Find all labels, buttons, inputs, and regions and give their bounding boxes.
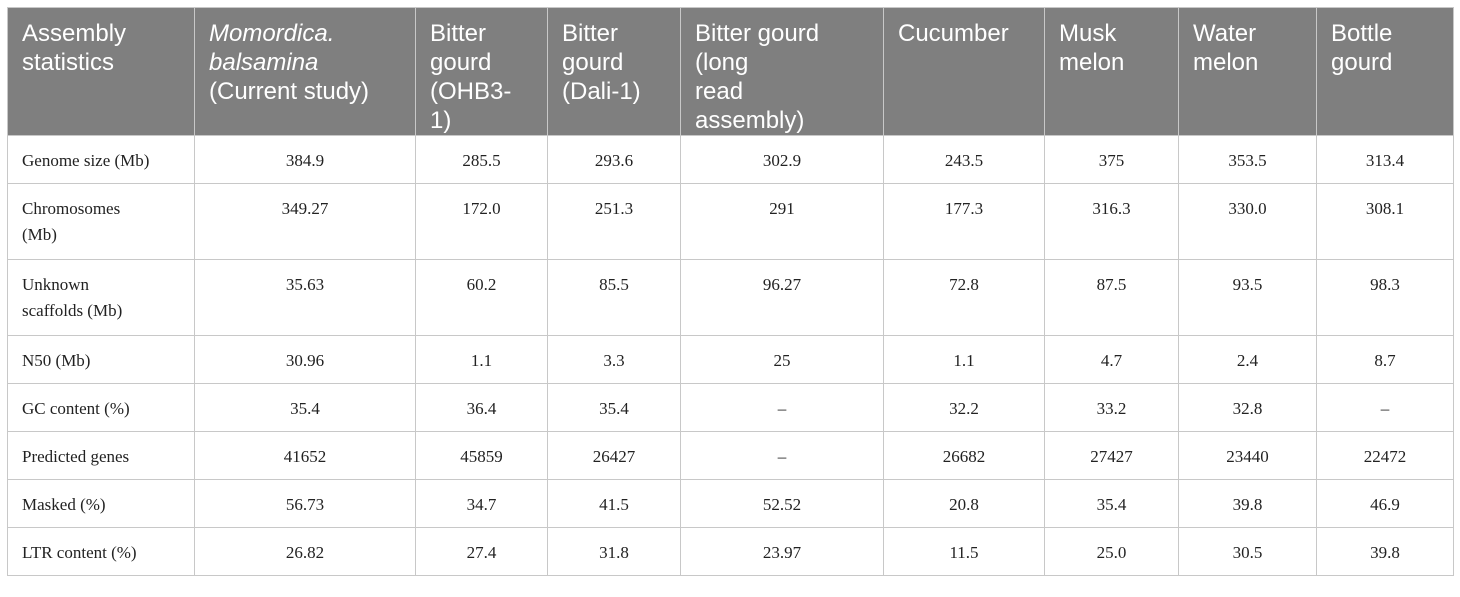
table-cell: 23.97 — [680, 527, 884, 576]
table-header-row: Assembly statistics Momordica. balsamina… — [7, 7, 1454, 136]
header-bottle-gourd: Bottle gourd — [1316, 7, 1454, 136]
table-cell: 39.8 — [1178, 479, 1317, 528]
header-current-study-note: (Current study) — [209, 78, 370, 105]
table-cell: 313.4 — [1316, 135, 1454, 184]
table-row: Chromosomes (Mb) 349.27 172.0 251.3 291 … — [7, 183, 1454, 260]
table-cell: 72.8 — [883, 259, 1045, 336]
table-cell: 31.8 — [547, 527, 681, 576]
table-row: Predicted genes 41652 45859 26427 – 2668… — [7, 431, 1454, 480]
table-cell: 1.1 — [415, 335, 548, 384]
table-cell: 349.27 — [194, 183, 416, 260]
table-cell: 30.96 — [194, 335, 416, 384]
table-cell: 316.3 — [1044, 183, 1179, 260]
table-cell: 25 — [680, 335, 884, 384]
table-cell: 39.8 — [1316, 527, 1454, 576]
table-cell: 36.4 — [415, 383, 548, 432]
table-cell: 177.3 — [883, 183, 1045, 260]
table-cell: 96.27 — [680, 259, 884, 336]
table-cell: 87.5 — [1044, 259, 1179, 336]
table-cell: 251.3 — [547, 183, 681, 260]
table-cell: 98.3 — [1316, 259, 1454, 336]
table-cell: 25.0 — [1044, 527, 1179, 576]
table-cell: 45859 — [415, 431, 548, 480]
table-cell: 330.0 — [1178, 183, 1317, 260]
table-cell: 35.4 — [547, 383, 681, 432]
table-cell: – — [1316, 383, 1454, 432]
table-cell: 52.52 — [680, 479, 884, 528]
table-cell: 243.5 — [883, 135, 1045, 184]
table-row: LTR content (%) 26.82 27.4 31.8 23.97 11… — [7, 527, 1454, 576]
table-cell: – — [680, 431, 884, 480]
table-cell: 93.5 — [1178, 259, 1317, 336]
table-cell: 384.9 — [194, 135, 416, 184]
table-row: Masked (%) 56.73 34.7 41.5 52.52 20.8 35… — [7, 479, 1454, 528]
table-cell: 308.1 — [1316, 183, 1454, 260]
row-label: LTR content (%) — [7, 527, 195, 576]
table-row: N50 (Mb) 30.96 1.1 3.3 25 1.1 4.7 2.4 8.… — [7, 335, 1454, 384]
table-cell: 2.4 — [1178, 335, 1317, 384]
table-cell: 35.63 — [194, 259, 416, 336]
table-cell: 34.7 — [415, 479, 548, 528]
table-cell: 35.4 — [1044, 479, 1179, 528]
table-cell: 33.2 — [1044, 383, 1179, 432]
header-cucumber: Cucumber — [883, 7, 1045, 136]
table-cell: 26.82 — [194, 527, 416, 576]
table-cell: 1.1 — [883, 335, 1045, 384]
table-cell: 56.73 — [194, 479, 416, 528]
table-cell: 60.2 — [415, 259, 548, 336]
row-label: Genome size (Mb) — [7, 135, 195, 184]
table-cell: 35.4 — [194, 383, 416, 432]
table-cell: 22472 — [1316, 431, 1454, 480]
table-cell: 291 — [680, 183, 884, 260]
table-cell: 375 — [1044, 135, 1179, 184]
row-label: GC content (%) — [7, 383, 195, 432]
table-cell: 30.5 — [1178, 527, 1317, 576]
table-cell: 27427 — [1044, 431, 1179, 480]
table-cell: – — [680, 383, 884, 432]
table-cell: 8.7 — [1316, 335, 1454, 384]
table-cell: 85.5 — [547, 259, 681, 336]
table-row: GC content (%) 35.4 36.4 35.4 – 32.2 33.… — [7, 383, 1454, 432]
table-cell: 353.5 — [1178, 135, 1317, 184]
assembly-statistics-table: Assembly statistics Momordica. balsamina… — [7, 7, 1454, 576]
header-assembly-statistics: Assembly statistics — [7, 7, 195, 136]
table-cell: 20.8 — [883, 479, 1045, 528]
table-cell: 172.0 — [415, 183, 548, 260]
row-label: Predicted genes — [7, 431, 195, 480]
table-cell: 26682 — [883, 431, 1045, 480]
table-cell: 4.7 — [1044, 335, 1179, 384]
header-species-name: Momordica. balsamina — [209, 20, 335, 76]
table-row: Unknown scaffolds (Mb) 35.63 60.2 85.5 9… — [7, 259, 1454, 336]
row-label: N50 (Mb) — [7, 335, 195, 384]
header-bitter-gourd-dali: Bitter gourd (Dali-1) — [547, 7, 681, 136]
row-label: Chromosomes (Mb) — [7, 183, 195, 260]
header-musk-melon: Musk melon — [1044, 7, 1179, 136]
header-bitter-gourd-long-read: Bitter gourd (long read assembly) — [680, 7, 884, 136]
table-row: Genome size (Mb) 384.9 285.5 293.6 302.9… — [7, 135, 1454, 184]
table-cell: 26427 — [547, 431, 681, 480]
table-cell: 285.5 — [415, 135, 548, 184]
table-cell: 41.5 — [547, 479, 681, 528]
header-bitter-gourd-ohb3: Bitter gourd (OHB3- 1) — [415, 7, 548, 136]
table-cell: 302.9 — [680, 135, 884, 184]
row-label: Masked (%) — [7, 479, 195, 528]
table-cell: 23440 — [1178, 431, 1317, 480]
row-label: Unknown scaffolds (Mb) — [7, 259, 195, 336]
table-cell: 3.3 — [547, 335, 681, 384]
table-cell: 46.9 — [1316, 479, 1454, 528]
table-cell: 32.2 — [883, 383, 1045, 432]
table-cell: 293.6 — [547, 135, 681, 184]
table-cell: 11.5 — [883, 527, 1045, 576]
table-cell: 32.8 — [1178, 383, 1317, 432]
table-cell: 27.4 — [415, 527, 548, 576]
header-water-melon: Water melon — [1178, 7, 1317, 136]
header-current-study: Momordica. balsamina (Current study) — [194, 7, 416, 136]
table-cell: 41652 — [194, 431, 416, 480]
